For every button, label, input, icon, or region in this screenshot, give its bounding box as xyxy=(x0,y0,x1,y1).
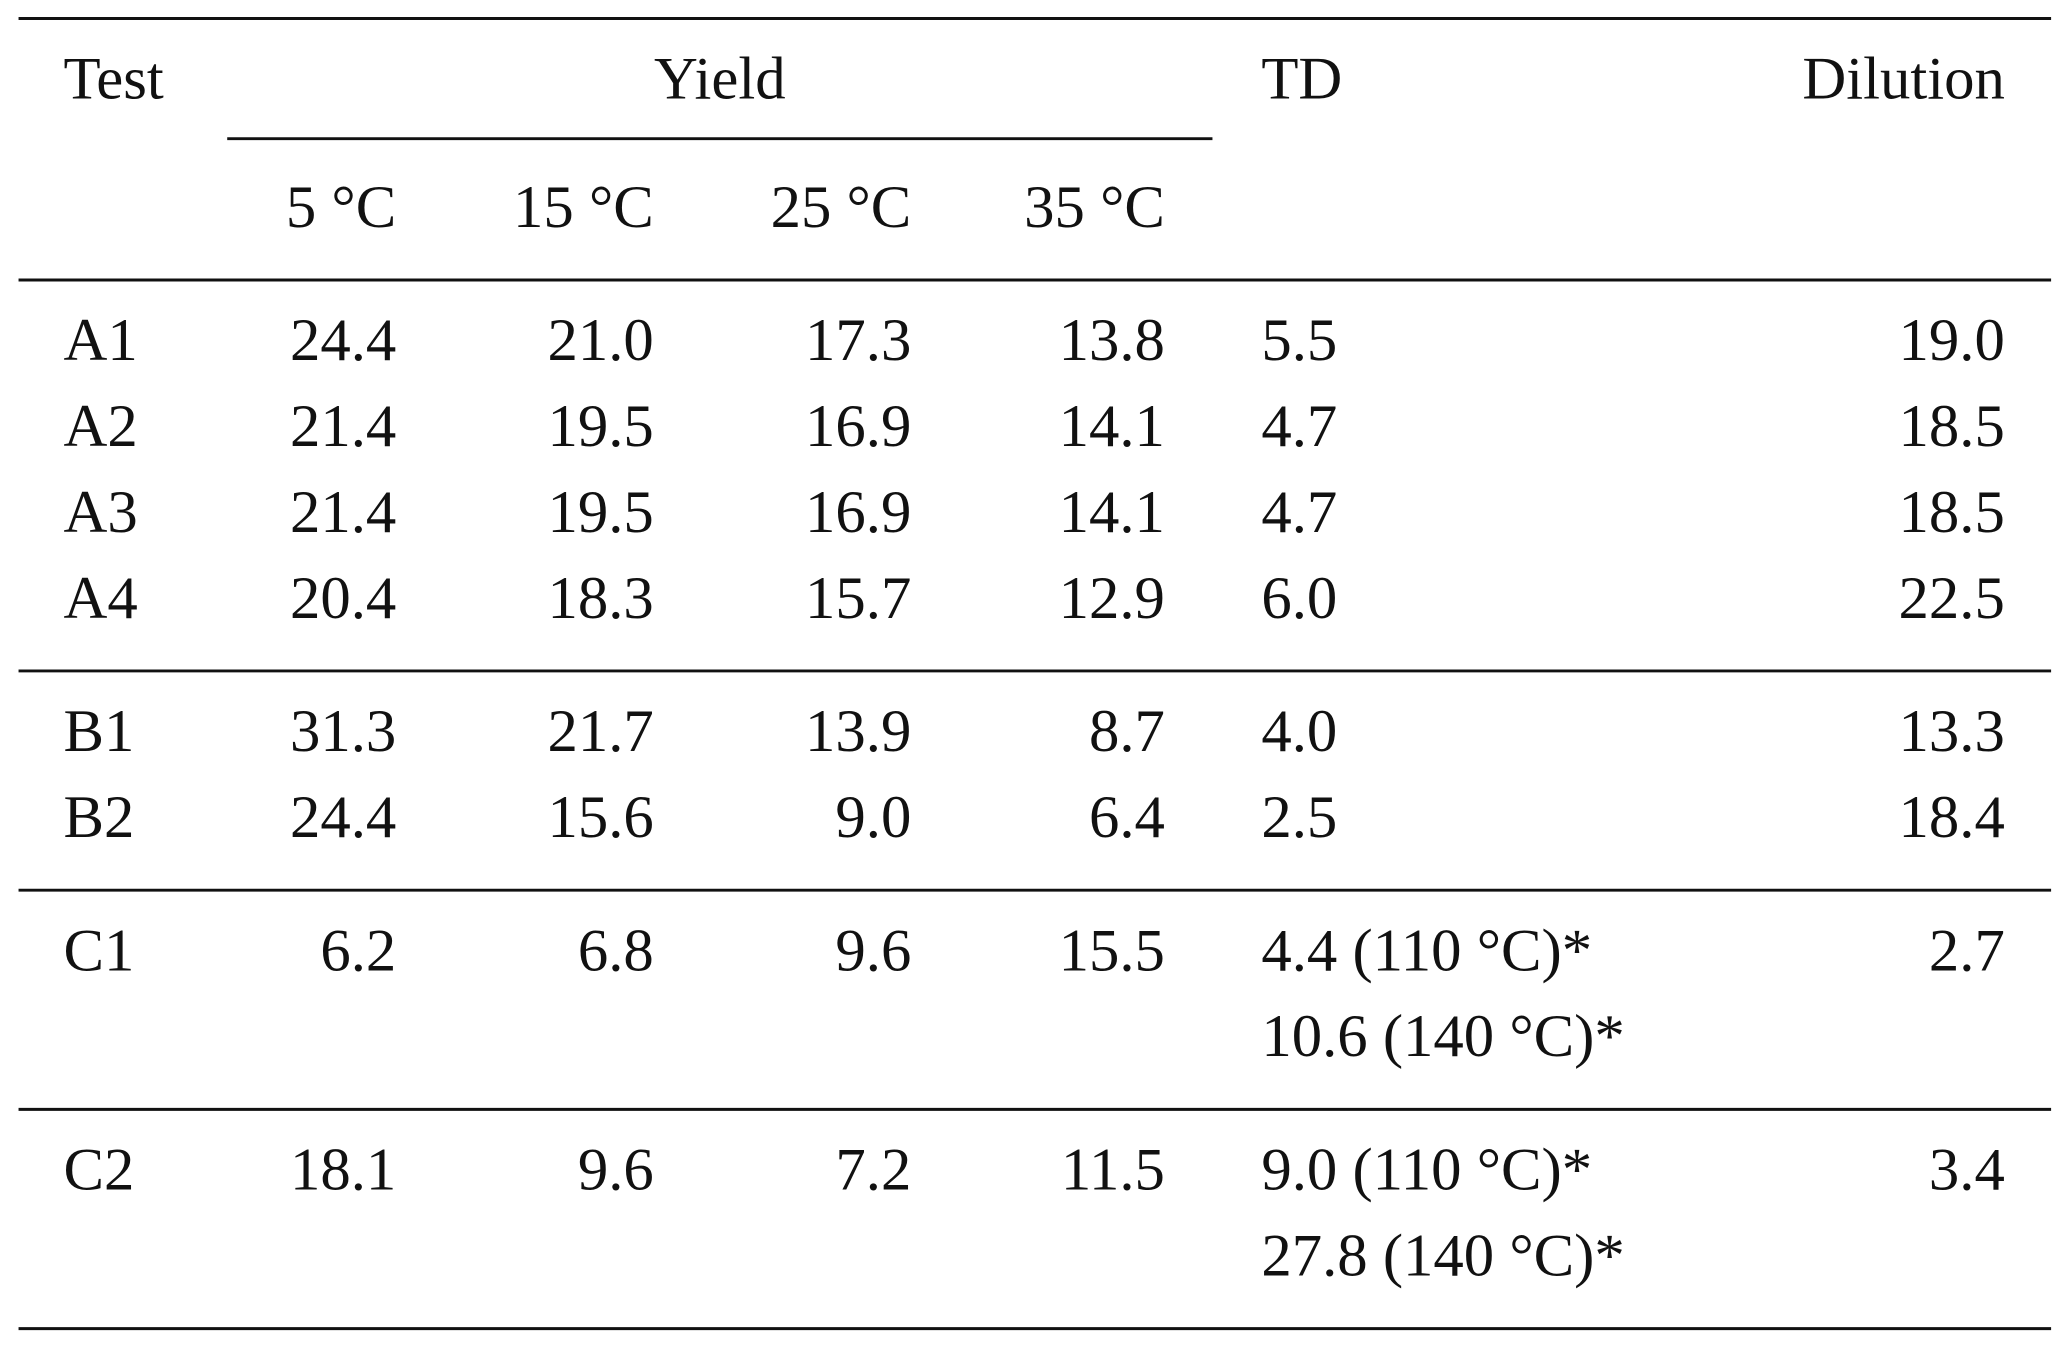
header-dilution: Dilution xyxy=(1802,46,2005,113)
td-cell: 4.0 xyxy=(1261,698,1337,765)
td-cell: 4.4 (110 °C)* xyxy=(1261,917,1592,984)
yield-cell: 18.1 xyxy=(290,1137,396,1204)
td-cell: 9.0 (110 °C)* xyxy=(1261,1137,1592,1204)
test-cell: C2 xyxy=(63,1137,134,1204)
yield-cell: 14.1 xyxy=(1059,479,1165,546)
temp-header: 5 °C xyxy=(286,174,396,241)
yield-cell: 16.9 xyxy=(805,479,911,546)
td-cell: 27.8 (140 °C)* xyxy=(1261,1222,1624,1289)
yield-cell: 16.9 xyxy=(805,393,911,460)
dilution-cell: 13.3 xyxy=(1899,698,2005,765)
yield-cell: 21.4 xyxy=(290,479,396,546)
yield-cell: 13.8 xyxy=(1059,307,1165,374)
header-test: Test xyxy=(63,46,163,113)
td-cell: 4.7 xyxy=(1261,393,1337,460)
header-td: TD xyxy=(1261,46,1342,113)
test-cell: B1 xyxy=(63,698,134,765)
test-cell: B2 xyxy=(63,784,134,851)
dilution-cell: 18.5 xyxy=(1899,479,2005,546)
dilution-cell: 19.0 xyxy=(1899,307,2005,374)
yield-cell: 6.8 xyxy=(578,917,654,984)
dilution-cell: 2.7 xyxy=(1929,917,2005,984)
yield-cell: 24.4 xyxy=(290,307,396,374)
yield-cell: 9.6 xyxy=(578,1137,654,1204)
yield-cell: 13.9 xyxy=(805,698,911,765)
test-cell: C1 xyxy=(63,917,134,984)
yield-cell: 21.0 xyxy=(547,307,653,374)
yield-cell: 11.5 xyxy=(1061,1137,1165,1204)
yield-cell: 9.0 xyxy=(835,784,911,851)
test-cell: A3 xyxy=(63,479,137,546)
yield-cell: 21.7 xyxy=(547,698,653,765)
yield-cell: 31.3 xyxy=(290,698,396,765)
test-cell: A1 xyxy=(63,307,137,374)
test-cell: A4 xyxy=(63,565,137,632)
dilution-cell: 18.4 xyxy=(1899,784,2005,851)
temp-header: 25 °C xyxy=(771,174,912,241)
td-cell: 4.7 xyxy=(1261,479,1337,546)
temp-header: 35 °C xyxy=(1024,174,1165,241)
test-cell: A2 xyxy=(63,393,137,460)
td-cell: 2.5 xyxy=(1261,784,1337,851)
yield-cell: 15.7 xyxy=(805,565,911,632)
yield-cell: 19.5 xyxy=(547,479,653,546)
temp-header: 15 °C xyxy=(513,174,654,241)
yield-cell: 8.7 xyxy=(1089,698,1165,765)
dilution-cell: 3.4 xyxy=(1929,1137,2005,1204)
yield-cell: 18.3 xyxy=(547,565,653,632)
header-yield: Yield xyxy=(654,46,786,113)
yield-cell: 17.3 xyxy=(805,307,911,374)
yield-cell: 12.9 xyxy=(1059,565,1165,632)
yield-cell: 19.5 xyxy=(547,393,653,460)
yield-cell: 6.4 xyxy=(1089,784,1165,851)
dilution-cell: 18.5 xyxy=(1899,393,2005,460)
yield-cell: 6.2 xyxy=(320,917,396,984)
yield-cell: 15.6 xyxy=(547,784,653,851)
yield-cell: 24.4 xyxy=(290,784,396,851)
yield-cell: 15.5 xyxy=(1059,917,1165,984)
td-cell: 5.5 xyxy=(1261,307,1337,374)
dilution-cell: 22.5 xyxy=(1899,565,2005,632)
td-cell: 10.6 (140 °C)* xyxy=(1261,1003,1624,1070)
td-cell: 6.0 xyxy=(1261,565,1337,632)
yield-cell: 20.4 xyxy=(290,565,396,632)
yield-cell: 7.2 xyxy=(835,1137,911,1204)
yield-cell: 9.6 xyxy=(835,917,911,984)
yield-cell: 21.4 xyxy=(290,393,396,460)
yield-cell: 14.1 xyxy=(1059,393,1165,460)
